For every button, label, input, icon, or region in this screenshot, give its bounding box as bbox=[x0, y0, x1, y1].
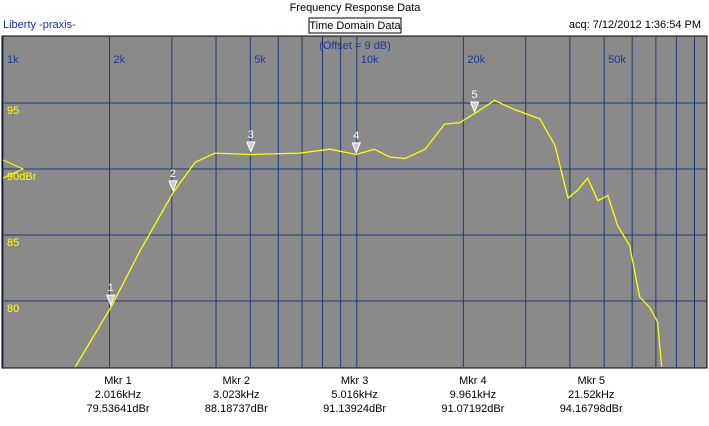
marker-tag: 5 bbox=[472, 89, 478, 101]
marker bbox=[351, 142, 361, 155]
y-tick-label: 90dBr bbox=[7, 171, 37, 183]
marker-level: 94.16798dBr bbox=[560, 403, 623, 415]
x-tick-label: 1k bbox=[7, 54, 19, 66]
acquired: acq: 7/12/2012 1:36:54 PM bbox=[569, 19, 701, 31]
marker-freq: 2.016kHz bbox=[95, 389, 141, 401]
y-tick-label: 80 bbox=[7, 303, 19, 315]
button-frame[interactable] bbox=[308, 17, 402, 34]
time-domain-button[interactable]: Time Domain Data bbox=[309, 20, 401, 32]
x-tick-label: 50k bbox=[608, 54, 626, 66]
marker-level: 79.53641dBr bbox=[87, 403, 150, 415]
marker-name: Mkr 3 bbox=[341, 375, 369, 387]
reference-marker bbox=[2, 159, 25, 179]
response-line bbox=[74, 99, 663, 368]
app-name: Liberty -praxis- bbox=[3, 19, 76, 31]
marker-freq: 5.016kHz bbox=[331, 389, 377, 401]
marker-tag: 1 bbox=[108, 282, 114, 294]
marker-level: 91.07192dBr bbox=[441, 403, 504, 415]
marker-freq: 3.023kHz bbox=[213, 389, 259, 401]
marker bbox=[106, 294, 116, 307]
marker-name: Mkr 1 bbox=[104, 375, 132, 387]
marker bbox=[246, 141, 256, 154]
x-tick-label: 5k bbox=[254, 54, 266, 66]
marker-name: Mkr 4 bbox=[459, 375, 487, 387]
x-tick-label: 10k bbox=[361, 54, 379, 66]
marker-freq: 21.52kHz bbox=[568, 389, 614, 401]
marker-tag: 2 bbox=[170, 168, 176, 180]
marker-name: Mkr 5 bbox=[577, 375, 605, 387]
marker-tag: 3 bbox=[248, 129, 254, 141]
x-tick-label: 20k bbox=[467, 54, 485, 66]
chart-title: Frequency Response Data bbox=[290, 2, 422, 14]
plot-area bbox=[1, 35, 708, 369]
marker-freq: 9.961kHz bbox=[450, 389, 496, 401]
marker-level: 91.13924dBr bbox=[323, 403, 386, 415]
marker-level: 88.18737dBr bbox=[205, 403, 268, 415]
annotation: (Offset = 9 dB) bbox=[319, 40, 391, 52]
marker bbox=[469, 101, 480, 114]
y-tick-label: 95 bbox=[7, 105, 19, 117]
marker-name: Mkr 2 bbox=[223, 375, 251, 387]
marker-tag: 4 bbox=[353, 130, 359, 142]
y-tick-label: 85 bbox=[7, 237, 19, 249]
marker bbox=[168, 180, 178, 193]
x-tick-label: 2k bbox=[114, 54, 126, 66]
